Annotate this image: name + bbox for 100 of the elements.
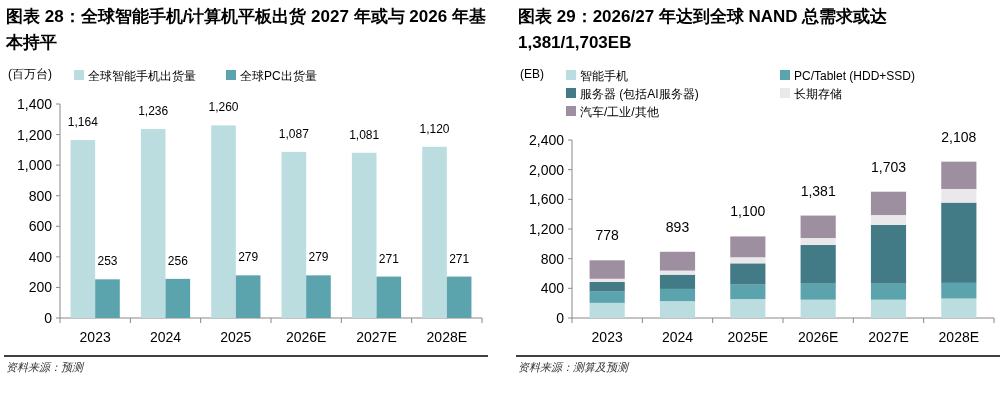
- data-label: 279: [238, 250, 259, 265]
- data-label: 279: [308, 250, 329, 265]
- y-tick-label: 600: [28, 218, 53, 235]
- x-tick-label: 2024: [661, 329, 694, 345]
- y-tick-label: 800: [28, 187, 53, 204]
- legend-label: 全球PC出货量: [240, 69, 317, 83]
- x-tick-label: 2023: [591, 329, 623, 345]
- y-tick-label: 200: [28, 279, 53, 296]
- legend-label: PC/Tablet (HDD+SSD): [794, 69, 916, 83]
- bar: [306, 275, 331, 318]
- data-label: 1,236: [138, 104, 169, 119]
- y-axis-title: (百万台): [8, 67, 52, 81]
- bar: [800, 299, 836, 318]
- y-tick-label: 1,200: [528, 221, 565, 237]
- chart-title: 图表 29：2026/27 年达到全球 NAND 总需求或达 1,381/1,703EB: [517, 6, 889, 54]
- legend-label: 全球智能手机出货量: [88, 69, 196, 83]
- y-tick-label: 1,600: [528, 191, 565, 208]
- bar: [870, 225, 907, 284]
- y-tick-label: 1,200: [16, 126, 53, 143]
- legend-label: 汽车/工业/其他: [580, 105, 659, 119]
- bar: [235, 275, 261, 318]
- bar: [589, 291, 625, 303]
- bar: [941, 282, 977, 299]
- x-tick-label: 2028E: [426, 329, 468, 345]
- data-label: 1,081: [349, 127, 380, 142]
- bar: [281, 151, 307, 318]
- bar: [870, 283, 907, 300]
- data-label: 271: [378, 251, 400, 266]
- y-tick-label: 0: [556, 310, 565, 326]
- text: 资料来源：测算及预测: [517, 360, 631, 375]
- y-tick-label: 2,000: [528, 161, 565, 178]
- bar: [589, 281, 625, 292]
- bar: [730, 284, 766, 300]
- y-tick-label: 800: [540, 250, 565, 267]
- bar: [446, 276, 472, 318]
- bar: [659, 270, 696, 275]
- bar: [589, 278, 625, 282]
- bar: [422, 146, 447, 318]
- bar: [730, 263, 766, 285]
- total-label: 1,100: [730, 203, 766, 220]
- bar: [70, 140, 96, 318]
- legend-label: 长期存储: [794, 87, 842, 101]
- data-label: 1,087: [278, 126, 310, 141]
- y-tick-label: 1,000: [16, 157, 53, 174]
- bar: [589, 260, 625, 279]
- total-label: 2,108: [941, 128, 977, 145]
- bar: [730, 299, 766, 318]
- x-tick-label: 2027E: [356, 329, 397, 345]
- x-tick-label: 2025: [220, 329, 252, 345]
- bar: [870, 215, 907, 225]
- bar: [730, 257, 766, 264]
- bar: [800, 238, 836, 246]
- total-label: 893: [665, 218, 690, 235]
- y-tick-label: 400: [540, 280, 565, 297]
- bar: [659, 288, 696, 302]
- bar: [659, 251, 696, 271]
- total-label: 1,703: [870, 158, 907, 175]
- bar: [165, 278, 191, 318]
- data-label: 1,120: [419, 121, 450, 136]
- data-label: 253: [97, 254, 118, 269]
- y-tick-label: 400: [28, 248, 53, 265]
- bar: [659, 274, 696, 289]
- bar: [941, 188, 977, 203]
- bar: [800, 245, 836, 284]
- chart-title: 图表 28：全球智能手机/计算机平板出货 2027 年或与 2026 年基本持平: [5, 6, 487, 54]
- x-tick-label: 2026E: [285, 329, 327, 345]
- bar: [140, 129, 166, 318]
- data-label: 1,164: [67, 115, 99, 130]
- y-axis-title: (EB): [520, 67, 544, 81]
- x-tick-label: 2025E: [727, 329, 769, 345]
- total-label: 778: [595, 227, 620, 244]
- bar: [870, 299, 907, 318]
- y-tick-label: 1,400: [16, 96, 53, 112]
- bar: [211, 125, 236, 318]
- text: 资料来源：预测: [5, 360, 86, 375]
- bar: [589, 302, 625, 318]
- bar: [941, 202, 977, 283]
- data-label: 1,260: [208, 100, 239, 115]
- bar: [351, 152, 377, 318]
- bar: [659, 301, 696, 318]
- bar: [941, 161, 977, 189]
- y-tick-label: 2,400: [528, 132, 565, 148]
- x-tick-label: 2028E: [938, 329, 980, 345]
- bar: [95, 279, 120, 318]
- y-tick-label: 0: [44, 310, 53, 326]
- bar: [730, 236, 766, 258]
- legend-label: 服务器 (包括AI服务器): [580, 87, 699, 101]
- x-tick-label: 2024: [149, 329, 182, 345]
- total-label: 1,381: [800, 182, 836, 199]
- bar: [800, 215, 836, 239]
- bar: [941, 298, 977, 318]
- x-tick-label: 2023: [79, 329, 111, 345]
- bar: [800, 283, 836, 300]
- x-tick-label: 2027E: [868, 329, 909, 345]
- legend-label: 智能手机: [580, 69, 628, 83]
- bar: [376, 276, 402, 318]
- data-label: 271: [449, 251, 470, 266]
- x-tick-label: 2026E: [797, 329, 839, 345]
- data-label: 256: [167, 253, 189, 268]
- bar: [870, 191, 907, 216]
